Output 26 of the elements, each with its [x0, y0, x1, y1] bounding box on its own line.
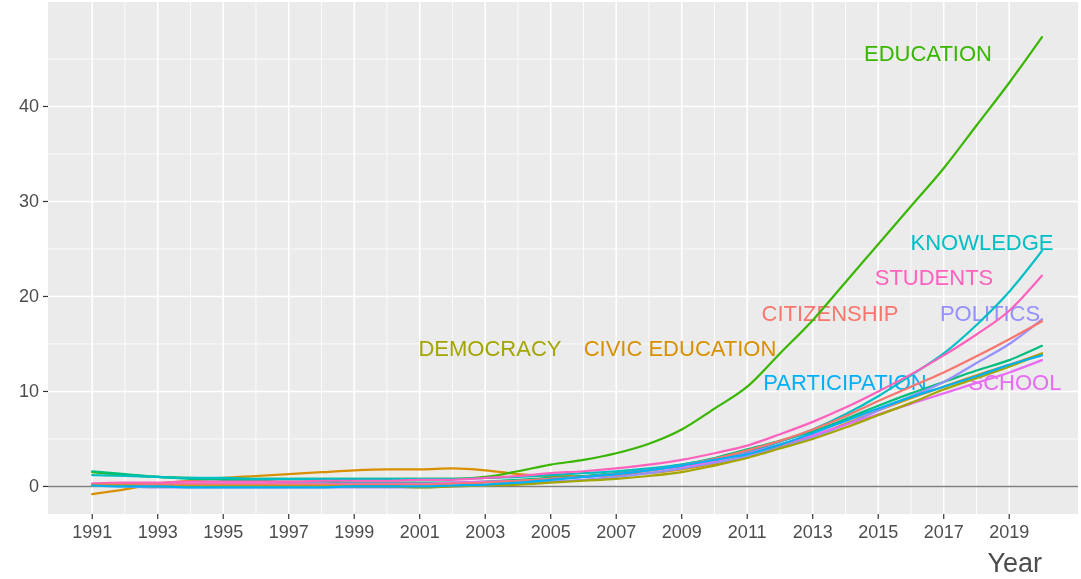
y-tick-label: 40	[18, 96, 39, 117]
series-label: KNOWLEDGE	[910, 229, 1054, 255]
x-tick-label: 1995	[203, 522, 244, 542]
y-tick-label: 10	[18, 381, 39, 402]
x-tick-label: 2017	[923, 522, 964, 542]
x-tick-label: 2005	[530, 522, 571, 542]
x-tick-label: 2013	[792, 522, 833, 542]
x-axis-title: Year	[987, 548, 1042, 578]
x-tick-label: 1999	[334, 522, 375, 542]
x-tick-label: 2015	[858, 522, 899, 542]
y-tick-label: 0	[28, 476, 39, 497]
series-label: EDUCATION	[864, 40, 992, 66]
x-tick-label: 1991	[72, 522, 113, 542]
x-tick-label: 2007	[596, 522, 637, 542]
x-tick-label: 2003	[465, 522, 506, 542]
y-tick-label: 20	[18, 286, 39, 307]
x-tick-label: 2019	[989, 522, 1030, 542]
x-tick-label: 2001	[399, 522, 440, 542]
series-label: STUDENTS	[874, 264, 994, 290]
text: CIVIC EDUCATION	[583, 335, 777, 361]
x-tick-label: 1997	[268, 522, 309, 542]
x-tick-label: 2011	[727, 522, 767, 542]
x-tick-label: 1993	[137, 522, 178, 542]
x-tick-label: 2009	[661, 522, 702, 542]
y-tick-label: 30	[18, 191, 39, 212]
text: DEMOCRACY	[418, 335, 562, 361]
